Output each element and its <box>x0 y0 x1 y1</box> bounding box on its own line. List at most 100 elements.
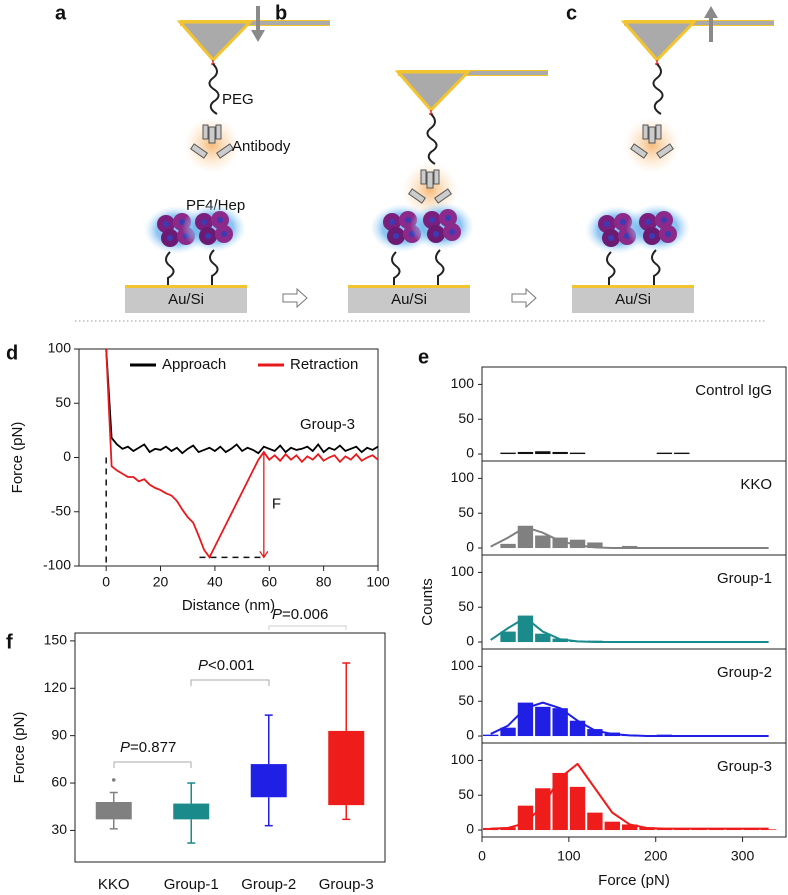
p-symbol: P <box>120 739 130 756</box>
substrate-label: Au/Si <box>615 291 651 308</box>
legend-label: Approach <box>162 356 226 373</box>
antibody <box>623 116 681 174</box>
hist-bar <box>535 451 551 455</box>
x-tick-label: 20 <box>153 574 169 590</box>
annotation: Group-3 <box>300 416 355 433</box>
fit-line <box>490 762 769 830</box>
p-text: =0.006 <box>282 606 328 623</box>
panel-label: d <box>6 342 18 364</box>
hist-bar <box>517 615 534 643</box>
cantilever <box>622 18 776 66</box>
y-tick-label: 0 <box>63 448 71 464</box>
bracket <box>190 679 270 686</box>
bracket <box>268 625 347 630</box>
hist-bar <box>569 720 586 737</box>
series-label: Group-2 <box>717 664 772 681</box>
hist-bar <box>587 542 603 549</box>
y-tick-label: 50 <box>55 394 71 410</box>
p-symbol: P <box>272 606 282 623</box>
hist-bar <box>587 812 603 831</box>
step-arrow <box>511 288 537 308</box>
y-tick-label: 100 <box>451 563 475 579</box>
box <box>95 801 132 820</box>
up-arrow <box>704 6 718 42</box>
p-symbol: P <box>198 657 208 674</box>
p-value: P=0.006 <box>272 606 328 623</box>
p-value: P<0.001 <box>198 657 254 674</box>
outlier <box>111 778 116 782</box>
hist-bar <box>552 451 568 455</box>
substrate-label: Au/Si <box>168 291 204 308</box>
plot-frame <box>78 348 379 567</box>
hist-bar <box>500 452 516 455</box>
x-tick-label: 40 <box>207 574 223 590</box>
series-label: KKO <box>740 476 772 493</box>
hist-bar <box>552 772 568 831</box>
antibody-label: Antibody <box>232 138 291 155</box>
series-label: Group-1 <box>717 570 772 587</box>
hist-bar <box>726 829 742 831</box>
y-tick-label: 50 <box>458 410 474 426</box>
x-tick-label: 0 <box>102 574 110 590</box>
y-tick-label: -100 <box>43 557 71 573</box>
force-label: F <box>272 496 281 513</box>
hist-bar <box>621 824 638 831</box>
hist-bar <box>552 708 568 737</box>
panel-label: e <box>418 346 429 368</box>
hist-bar <box>500 727 516 737</box>
linker <box>606 249 661 285</box>
x-tick-label: 100 <box>366 574 390 590</box>
peg-linker <box>652 63 664 115</box>
y-tick-label: 0 <box>466 539 474 555</box>
hist-bar <box>500 631 516 643</box>
x-tick-label: Group-2 <box>241 876 296 893</box>
linker <box>165 249 219 285</box>
p-text: <0.001 <box>208 657 254 674</box>
x-tick-label: Group-3 <box>319 876 374 893</box>
peg-linker <box>208 63 220 115</box>
y-tick-label: 30 <box>51 821 67 837</box>
hist-bar <box>743 829 759 831</box>
x-tick-label: 0 <box>478 848 486 864</box>
hist-bar <box>535 706 551 737</box>
y-tick-label: 100 <box>451 657 475 673</box>
x-tick-label: 300 <box>731 848 755 864</box>
y-tick-label: 100 <box>451 751 475 767</box>
y-axis-label: Force (pN) <box>11 712 28 784</box>
y-tick-label: 0 <box>466 445 474 461</box>
pf4-cluster <box>182 204 246 252</box>
x-tick-label: 80 <box>316 574 332 590</box>
y-tick-label: 120 <box>44 679 68 695</box>
bracket <box>113 761 192 768</box>
series-label: Control IgG <box>695 382 772 399</box>
data-line <box>105 348 379 560</box>
y-tick-label: 100 <box>451 469 475 485</box>
box <box>250 764 287 798</box>
x-tick-label: 60 <box>261 574 277 590</box>
y-tick-label: 0 <box>466 633 474 649</box>
panel-label: c <box>566 2 577 24</box>
y-tick-label: 0 <box>466 727 474 743</box>
cantilever <box>396 68 550 116</box>
peg-linker <box>426 113 438 165</box>
hist-bar <box>517 451 534 455</box>
subplot-frame <box>481 742 787 838</box>
hist-bar <box>535 535 551 549</box>
pf4-cluster <box>410 202 474 250</box>
pf4-cluster <box>626 204 690 252</box>
hist-bar <box>760 829 777 831</box>
box <box>328 730 365 806</box>
hist-bar <box>517 525 534 549</box>
hist-bar <box>604 821 620 831</box>
p-value: P=0.877 <box>120 739 176 756</box>
hist-bar <box>674 452 690 455</box>
down-arrow <box>251 6 265 42</box>
x-tick-label: 100 <box>557 848 581 864</box>
y-tick-label: 50 <box>458 786 474 802</box>
force-arrow <box>259 450 269 559</box>
y-tick-label: 60 <box>51 774 67 790</box>
y-tick-label: 50 <box>458 692 474 708</box>
hist-bar <box>552 537 568 549</box>
substrate-label: Au/Si <box>391 291 427 308</box>
